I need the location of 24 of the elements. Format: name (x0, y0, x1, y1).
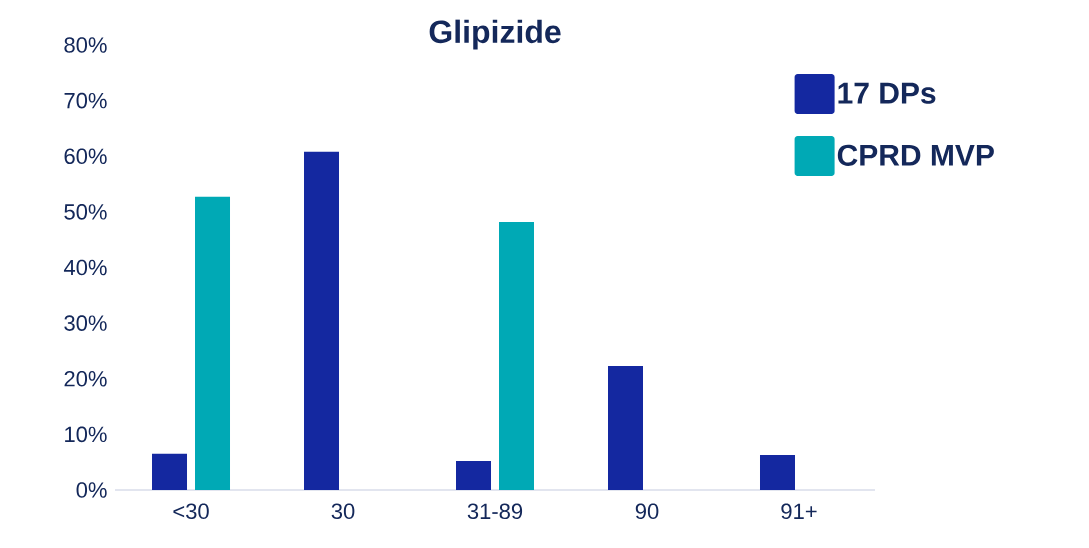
y-tick-label: 20% (64, 370, 107, 387)
bar (152, 453, 188, 490)
bar (608, 365, 643, 490)
legend-label: 17 DPs (838, 82, 936, 104)
y-tick-label: 0% (76, 482, 107, 498)
bar (304, 151, 340, 490)
y-tick-label: 40% (63, 259, 107, 276)
y-tick-label: 80% (64, 37, 107, 53)
y-tick-label: 60% (64, 148, 107, 165)
chart-title: Glipizide (429, 19, 561, 50)
y-tick-label: 30% (64, 315, 107, 331)
bar (456, 461, 491, 490)
x-tick-label: 31-89 (467, 503, 523, 520)
x-tick-label: <30 (173, 503, 209, 520)
y-tick-label: 70% (64, 92, 107, 109)
legend-label: CPRD MVP (837, 144, 994, 166)
x-tick-label: 90 (635, 503, 659, 520)
bar (195, 196, 231, 490)
y-tick-label: 50% (64, 204, 107, 220)
x-tick-label: 91+ (781, 503, 817, 520)
x-tick-label: 30 (331, 503, 355, 520)
y-tick-label: 10% (65, 426, 107, 443)
bar (760, 454, 795, 490)
bar (499, 221, 534, 490)
